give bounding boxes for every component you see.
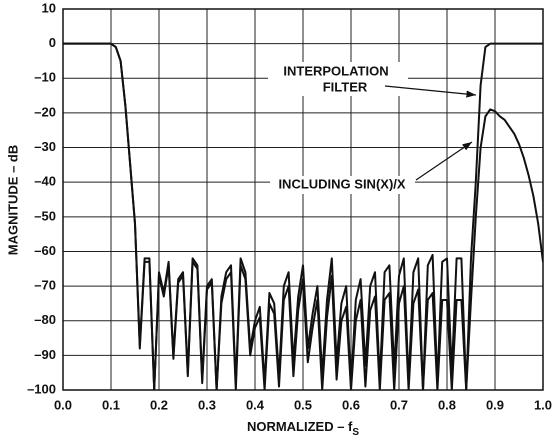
annotation-arrow [384, 85, 477, 98]
annotation-arrow [415, 141, 473, 181]
y-tick-label: –50 [34, 208, 56, 223]
y-tick-label: –80 [34, 312, 56, 327]
y-axis-label: MAGNITUDE – dB [5, 145, 20, 256]
annotation: FILTER [323, 79, 368, 94]
x-tick-label: 0.7 [390, 397, 408, 412]
y-tick-label: –60 [34, 243, 56, 258]
x-tick-label: 0.8 [438, 397, 456, 412]
x-tick-label: 0.1 [102, 397, 120, 412]
x-tick-label: 0.9 [486, 397, 504, 412]
series-line [63, 42, 543, 390]
plot-frame [62, 8, 544, 391]
x-tick-label: 0.6 [342, 397, 360, 412]
x-axis-label-main: NORMALIZED – f [247, 419, 353, 434]
annotation-bg [268, 62, 408, 96]
annotation: INCLUDING SIN(X)/X [278, 176, 405, 191]
lines [63, 42, 543, 390]
y-tick-label: –40 [34, 174, 56, 189]
y-tick-label: –20 [34, 104, 56, 119]
x-tick-label: 0.0 [54, 397, 72, 412]
y-tick-label: –90 [34, 347, 56, 362]
x-tick-label: 1.0 [534, 397, 552, 412]
y-tick-label: –70 [34, 278, 56, 293]
annotation-bg [270, 176, 415, 194]
y-tick-label: –10 [34, 70, 56, 85]
y-tick-label: 0 [49, 35, 56, 50]
x-tick-label: 0.4 [246, 397, 265, 412]
y-tick-label: –30 [34, 139, 56, 154]
y-tick-label: 10 [42, 0, 56, 15]
x-tick-label: 0.2 [150, 397, 168, 412]
y-tick-label: –100 [27, 381, 56, 396]
x-axis-label: NORMALIZED – fS [247, 419, 359, 437]
annotation: INTERPOLATION [283, 63, 388, 78]
x-tick-label: 0.3 [198, 397, 216, 412]
x-tick-label: 0.5 [294, 397, 312, 412]
x-axis-label-subscript: S [352, 427, 359, 438]
